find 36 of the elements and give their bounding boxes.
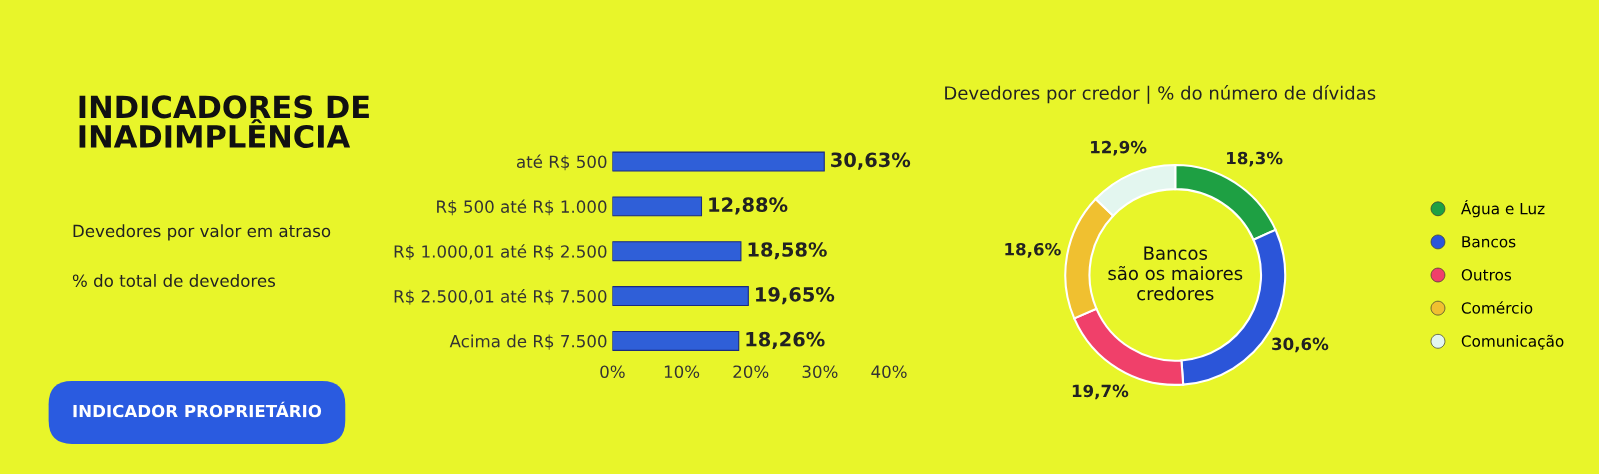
data-label: 30,63% — [831, 152, 911, 170]
bar — [612, 196, 703, 217]
y-tick-label: R$ 500 até R$ 1.000 — [437, 199, 607, 216]
legend-label: Água e Luz — [1461, 200, 1545, 218]
data-label: 12,9% — [1091, 140, 1147, 156]
legend-label: Comércio — [1461, 301, 1533, 314]
x-tick-label: 40% — [871, 365, 907, 378]
y-tick-label: Acima de R$ 7.500 — [449, 334, 607, 350]
bar — [612, 330, 740, 351]
text: INDICADOR PROPRIETÁRIO — [73, 401, 322, 418]
x-tick-label: 30% — [802, 365, 838, 378]
y-tick-label: até R$ 500 — [516, 154, 607, 171]
data-label: 18,58% — [748, 242, 827, 260]
text: Bancos são os maiores credores — [1108, 246, 1243, 301]
data-label: 19,7% — [1072, 384, 1129, 400]
data-label: 18,3% — [1227, 151, 1283, 167]
bar — [612, 286, 749, 307]
x-tick-label: 0% — [600, 365, 625, 378]
legend-label: Comunicação — [1461, 334, 1564, 350]
y-tick-label: R$ 1.000,01 até R$ 2.500 — [394, 244, 607, 260]
data-label: 19,65% — [756, 287, 835, 305]
chart-title: Devedores por credor | % do número de dívidas — [945, 85, 1376, 104]
data-label: 12,88% — [709, 197, 788, 215]
legend-label: Bancos — [1462, 236, 1516, 248]
data-label: 30,6% — [1272, 337, 1329, 353]
data-label: 18,26% — [746, 331, 825, 350]
y-tick-label: R$ 2.500,01 até R$ 7.500 — [394, 289, 607, 305]
bar — [612, 151, 825, 172]
text: INDICADORES DE INADIMPLÊNCIA — [79, 95, 369, 149]
text: % do total de devedores — [72, 274, 276, 288]
data-label: 18,6% — [1005, 242, 1061, 258]
text: Devedores por valor em atraso — [73, 224, 331, 241]
legend-label: Outros — [1461, 269, 1512, 281]
x-tick-label: 10% — [664, 365, 700, 378]
x-tick-label: 20% — [733, 365, 769, 378]
bar — [612, 241, 742, 262]
